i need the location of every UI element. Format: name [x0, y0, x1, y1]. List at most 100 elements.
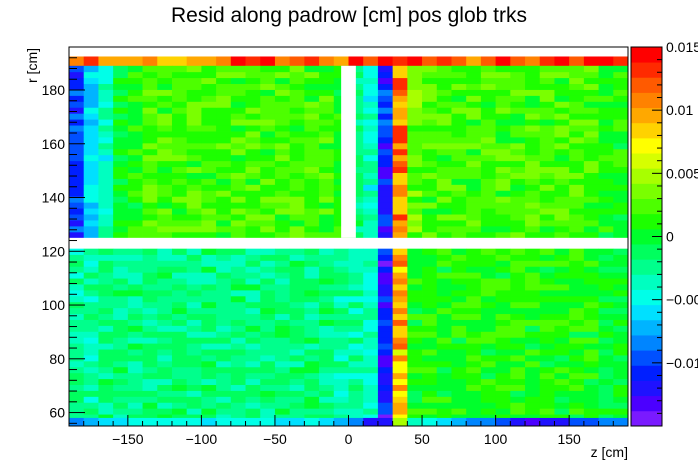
heatmap-bin [436, 208, 452, 215]
heatmap-bin [407, 125, 423, 132]
heatmap-bin [260, 95, 276, 102]
heatmap-bin [480, 65, 497, 73]
heatmap-bin [319, 372, 335, 380]
heatmap-bin [495, 65, 511, 73]
heatmap-bin [83, 56, 99, 67]
heatmap-bin [274, 166, 291, 173]
heatmap-bin [598, 408, 614, 415]
heatmap-bin [466, 284, 482, 291]
heatmap-bin [363, 260, 379, 267]
heatmap-bin [569, 343, 585, 350]
heatmap-bin [392, 307, 408, 315]
heatmap-bin [554, 402, 570, 409]
heatmap-bin [127, 142, 143, 150]
heatmap-bin [480, 172, 497, 179]
heatmap-bin [539, 319, 555, 326]
heatmap-bin [569, 196, 585, 203]
heatmap-bin [319, 349, 335, 356]
heatmap-bin [127, 366, 143, 374]
heatmap-bin [348, 136, 364, 144]
heatmap-bin [407, 142, 423, 150]
heatmap-bin [422, 408, 438, 415]
heatmap-bin [157, 349, 173, 356]
heatmap-bin [407, 337, 423, 344]
heatmap-bin [377, 89, 394, 96]
heatmap-bin [377, 71, 394, 79]
heatmap-bin [98, 408, 114, 415]
heatmap-bin [363, 178, 379, 185]
heatmap-bin [583, 417, 599, 427]
color-scale-band [631, 62, 662, 78]
heatmap-bin [83, 71, 99, 79]
heatmap-bin [613, 196, 629, 203]
heatmap-bin [569, 101, 585, 108]
heatmap-bin [98, 417, 114, 427]
heatmap-bin [583, 71, 599, 79]
heatmap-bin [201, 208, 217, 215]
heatmap-bin [613, 319, 629, 326]
heatmap-bin [422, 136, 438, 144]
heatmap-bin [113, 278, 129, 285]
heatmap-bin [392, 248, 408, 255]
heatmap-bin [69, 113, 85, 120]
heatmap-bin [377, 272, 394, 279]
heatmap-bin [377, 417, 394, 427]
heatmap-bin [598, 154, 614, 162]
heatmap-bin [98, 71, 114, 79]
heatmap-bin [113, 408, 129, 415]
heatmap-bin [113, 295, 129, 303]
heatmap-bin [554, 331, 570, 338]
heatmap-bin [289, 295, 305, 303]
heatmap-bin [216, 184, 232, 191]
heatmap-bin [510, 196, 526, 203]
heatmap-bin [319, 384, 335, 391]
heatmap-bin [230, 372, 246, 380]
heatmap-bin [289, 56, 305, 67]
heatmap-bin [569, 417, 585, 427]
heatmap-bin [127, 184, 143, 191]
heatmap-bin [289, 325, 305, 332]
heatmap-bin [407, 71, 423, 79]
heatmap-bin [363, 214, 379, 221]
heatmap-bin [171, 220, 188, 227]
heatmap-bin [127, 360, 143, 368]
heatmap-bin [230, 337, 246, 344]
heatmap-bin [83, 214, 99, 221]
heatmap-bin [69, 71, 85, 79]
heatmap-bin [466, 313, 482, 320]
heatmap-bin [171, 319, 188, 326]
heatmap-bin [113, 214, 129, 221]
heatmap-bin [127, 77, 143, 85]
heatmap-bin [245, 272, 261, 279]
heatmap-bin [377, 95, 394, 102]
heatmap-bin [422, 65, 438, 73]
heatmap-bin [539, 260, 555, 267]
heatmap-bin [613, 154, 629, 162]
heatmap-bin [186, 178, 202, 185]
heatmap-bin [510, 89, 526, 96]
heatmap-bin [466, 131, 482, 138]
heatmap-bin [451, 331, 467, 338]
heatmap-bin [98, 220, 114, 227]
heatmap-bin [201, 378, 217, 386]
heatmap-bin [554, 160, 570, 168]
heatmap-bin [466, 214, 482, 221]
heatmap-bin [363, 284, 379, 291]
heatmap-bin [157, 366, 173, 374]
heatmap-bin [539, 396, 555, 403]
heatmap-bin [451, 160, 467, 168]
heatmap-bin [436, 260, 452, 267]
heatmap-bin [377, 307, 394, 315]
heatmap-bin [274, 384, 291, 391]
heatmap-bin [171, 166, 188, 173]
heatmap-bin [539, 107, 555, 114]
heatmap-bin [289, 254, 305, 261]
heatmap-bin [260, 125, 276, 132]
heatmap-bin [274, 360, 291, 368]
heatmap-bin [554, 301, 570, 309]
heatmap-bin [525, 208, 541, 215]
heatmap-bin [113, 384, 129, 391]
heatmap-bin [539, 289, 555, 297]
heatmap-bin [230, 119, 246, 126]
heatmap-bin [83, 366, 99, 374]
